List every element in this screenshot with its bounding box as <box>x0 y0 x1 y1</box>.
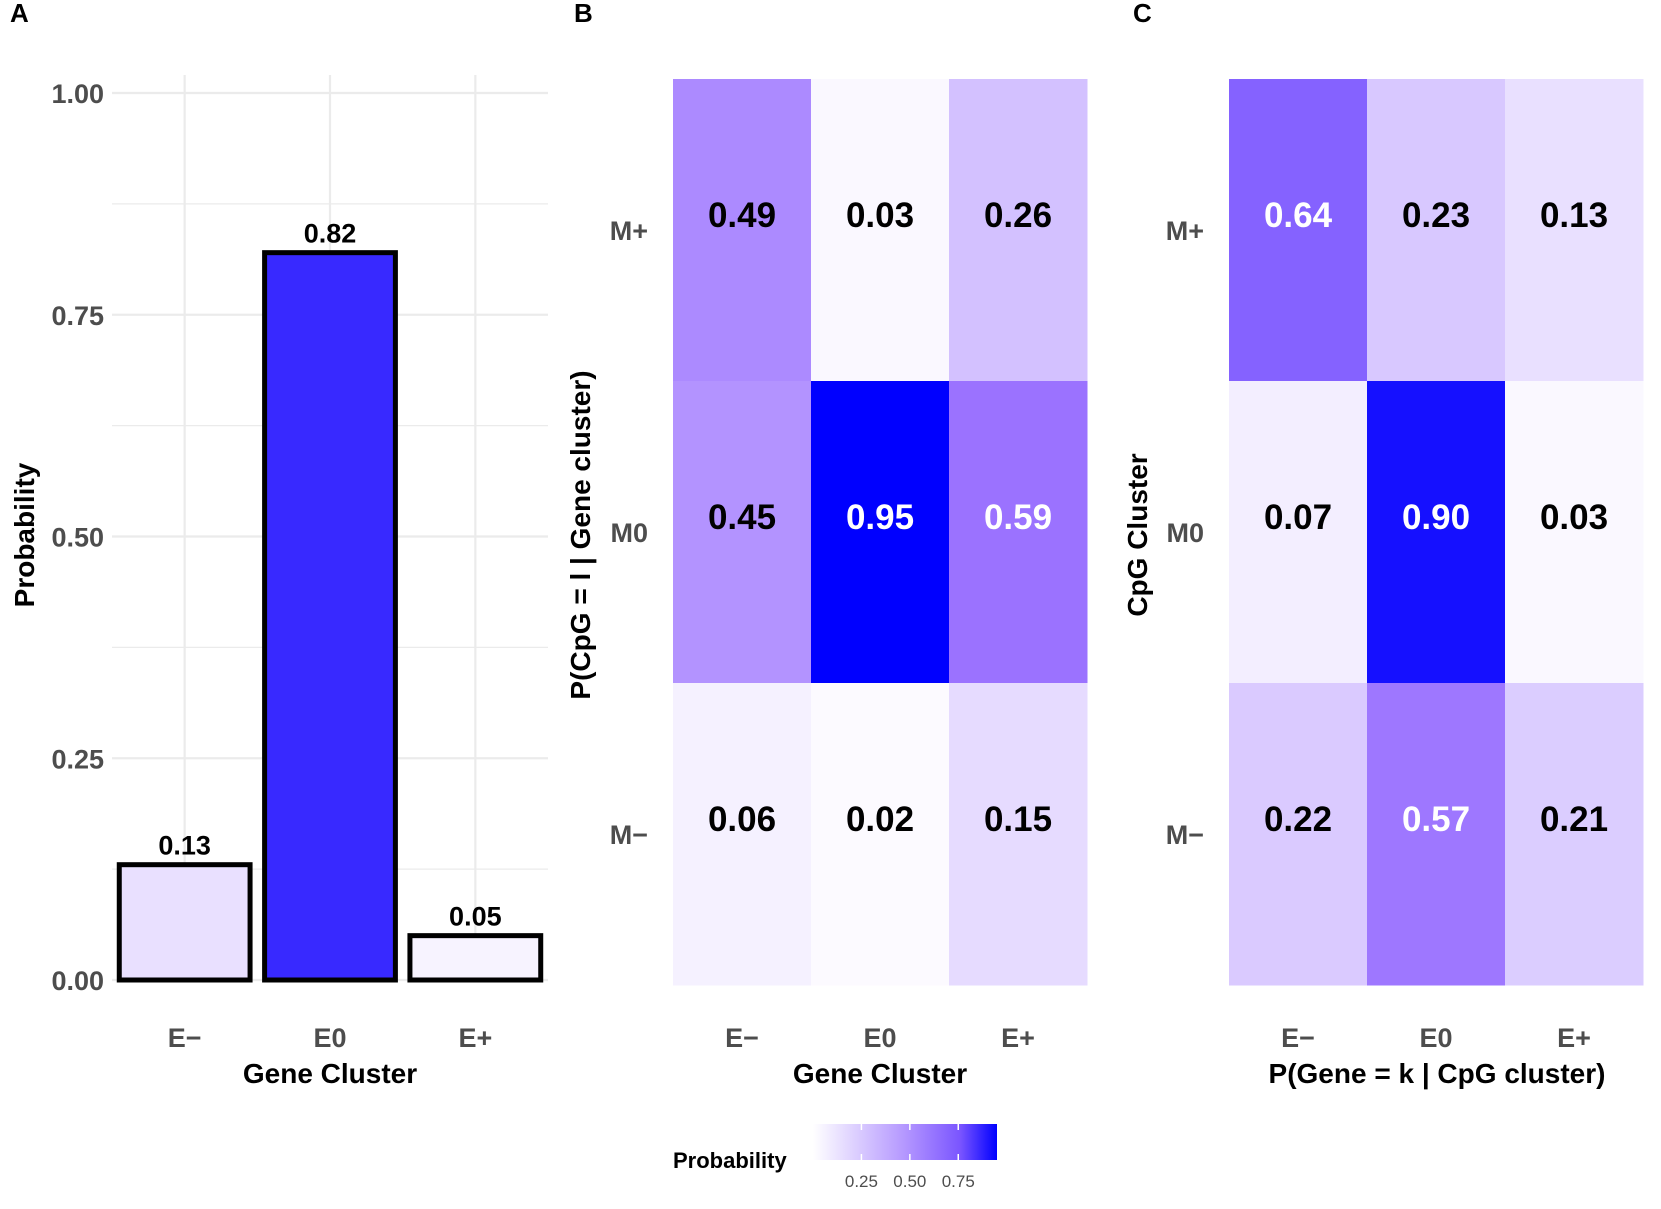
x-tick-label: E+ <box>1001 1023 1035 1053</box>
y-tick-label: M0 <box>610 518 648 548</box>
x-tick-label: E− <box>1281 1023 1315 1053</box>
bar-eminus <box>116 862 253 983</box>
y-tick-label: M0 <box>1166 518 1204 548</box>
x-tick-label: E0 <box>863 1023 896 1053</box>
bar-chart-value-labels: 0.13 0.82 0.05 <box>158 219 501 932</box>
bar-e0 <box>262 250 398 983</box>
heatmap-cell <box>673 381 812 684</box>
legend-tick-label: 0.25 <box>845 1172 878 1191</box>
heatmap-b-cell-labels: 0.49 0.03 0.26 0.45 0.95 0.59 0.06 0.02 0.15 <box>708 196 1052 839</box>
heatmap-cell-label: 0.59 <box>984 498 1052 537</box>
x-tick-label: E0 <box>313 1023 346 1053</box>
y-tick-label: M+ <box>610 216 648 246</box>
y-tick-label: 0.50 <box>51 523 104 553</box>
heatmap-cell-label: 0.02 <box>846 800 914 839</box>
heatmap-cell-label: 0.03 <box>846 196 914 235</box>
heatmap-c-x-axis-title: P(Gene = k | CpG cluster) <box>1269 1058 1606 1089</box>
legend-tick-label: 0.50 <box>893 1172 926 1191</box>
heatmap-cell-label: 0.03 <box>1540 498 1608 537</box>
heatmap-b-panel: 0.49 0.03 0.260.45 0.95 0.590.06 0.02 0.15 M+M… <box>565 79 1088 1089</box>
heatmap-c-cells <box>1229 79 1644 986</box>
legend-title: Probability <box>673 1148 787 1173</box>
heatmap-b-x-ticks: E− E0 E+ <box>725 1023 1035 1053</box>
heatmap-cell-label: 0.13 <box>1540 196 1608 235</box>
legend-tick-label: 0.75 <box>942 1172 975 1191</box>
heatmap-cell-label: 0.22 <box>1264 800 1332 839</box>
heatmap-cell <box>949 683 1088 986</box>
y-tick-label: 1.00 <box>51 79 104 109</box>
heatmap-cell-label: 0.45 <box>708 498 776 537</box>
heatmap-c-cell-labels: 0.64 0.23 0.13 0.07 0.90 0.03 0.22 0.57 0.21 <box>1264 196 1608 839</box>
heatmap-cell <box>811 79 950 382</box>
heatmap-b-y-ticks: M+ M0 M− <box>610 216 648 850</box>
heatmap-cell <box>1367 683 1506 986</box>
x-tick-label: E− <box>725 1023 759 1053</box>
x-tick-label: E0 <box>1419 1023 1452 1053</box>
heatmap-cell-label: 0.06 <box>708 800 776 839</box>
panel-letter-c: C <box>1133 0 1152 28</box>
panel-letter-a: A <box>10 0 29 28</box>
heatmap-cell-label: 0.49 <box>708 196 776 235</box>
heatmap-cell <box>673 683 812 986</box>
heatmap-b-cells <box>673 79 1088 986</box>
legend-ticks: 0.25 0.50 0.75 <box>845 1124 975 1191</box>
heatmap-cell <box>1229 79 1368 382</box>
y-tick-label: M− <box>1166 820 1204 850</box>
heatmap-cell-label: 0.95 <box>846 498 914 537</box>
heatmap-cell-label: 0.23 <box>1402 196 1470 235</box>
heatmap-cell-label: 0.64 <box>1264 196 1333 235</box>
y-tick-label: 0.75 <box>51 301 104 331</box>
heatmap-c-y-axis-title: CpG Cluster <box>1122 453 1153 616</box>
heatmap-cell-label: 0.90 <box>1402 498 1470 537</box>
heatmap-c-y-ticks: M+ M0 M− <box>1166 216 1204 850</box>
bar-chart-bars <box>116 250 544 983</box>
heatmap-cell <box>811 683 950 986</box>
bar-chart-panel: 0.13 0.82 0.05 0.00 0.25 0.50 0.75 1.00 E− E0 E+… <box>9 75 548 1089</box>
bar-chart-x-ticks: E− E0 E+ <box>168 1023 492 1053</box>
x-tick-label: E+ <box>458 1023 492 1053</box>
heatmap-cell <box>949 381 1088 684</box>
bar-value-label: 0.13 <box>158 831 211 861</box>
legend-colorbar <box>813 1124 997 1160</box>
bar-chart-x-axis-title: Gene Cluster <box>243 1058 417 1089</box>
heatmap-cell-label: 0.07 <box>1264 498 1332 537</box>
y-tick-label: 0.25 <box>51 744 104 774</box>
y-tick-label: M+ <box>1166 216 1204 246</box>
bar-chart-y-axis-title: Probability <box>9 462 40 607</box>
x-tick-label: E− <box>168 1023 202 1053</box>
color-legend: Probability 0.25 0.50 0.75 <box>673 1124 997 1191</box>
heatmap-b-y-axis-title: P(CpG = l | Gene cluster) <box>565 370 596 699</box>
heatmap-cell <box>949 79 1088 382</box>
heatmap-cell-label: 0.21 <box>1540 800 1608 839</box>
heatmap-cell <box>1367 79 1506 382</box>
y-tick-label: M− <box>610 820 648 850</box>
bar-value-label: 0.82 <box>304 219 357 249</box>
bar-eplus <box>407 933 544 983</box>
heatmap-cell <box>1505 79 1644 382</box>
bar-chart-y-ticks: 0.00 0.25 0.50 0.75 1.00 <box>51 79 104 996</box>
heatmap-cell-label: 0.15 <box>984 800 1052 839</box>
panel-letter-b: B <box>574 0 593 28</box>
heatmap-cell <box>1505 381 1644 684</box>
bar-value-label: 0.05 <box>449 902 502 932</box>
heatmap-cell <box>1505 683 1644 986</box>
heatmap-cell <box>1229 381 1368 684</box>
heatmap-cell-label: 0.26 <box>984 196 1052 235</box>
heatmap-c-panel: 0.64 0.23 0.130.07 0.90 0.030.22 0.57 0.21 M+M… <box>1122 79 1644 1089</box>
heatmap-cell <box>673 79 812 382</box>
heatmap-cell <box>811 381 950 684</box>
heatmap-c-x-ticks: E− E0 E+ <box>1281 1023 1591 1053</box>
heatmap-cell <box>1229 683 1368 986</box>
heatmap-b-x-axis-title: Gene Cluster <box>793 1058 967 1089</box>
heatmap-cell-label: 0.57 <box>1402 800 1470 839</box>
x-tick-label: E+ <box>1557 1023 1591 1053</box>
y-tick-label: 0.00 <box>51 966 104 996</box>
heatmap-cell <box>1367 381 1506 684</box>
